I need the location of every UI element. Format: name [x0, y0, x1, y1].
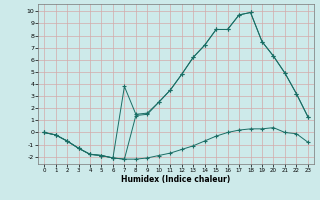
X-axis label: Humidex (Indice chaleur): Humidex (Indice chaleur)	[121, 175, 231, 184]
